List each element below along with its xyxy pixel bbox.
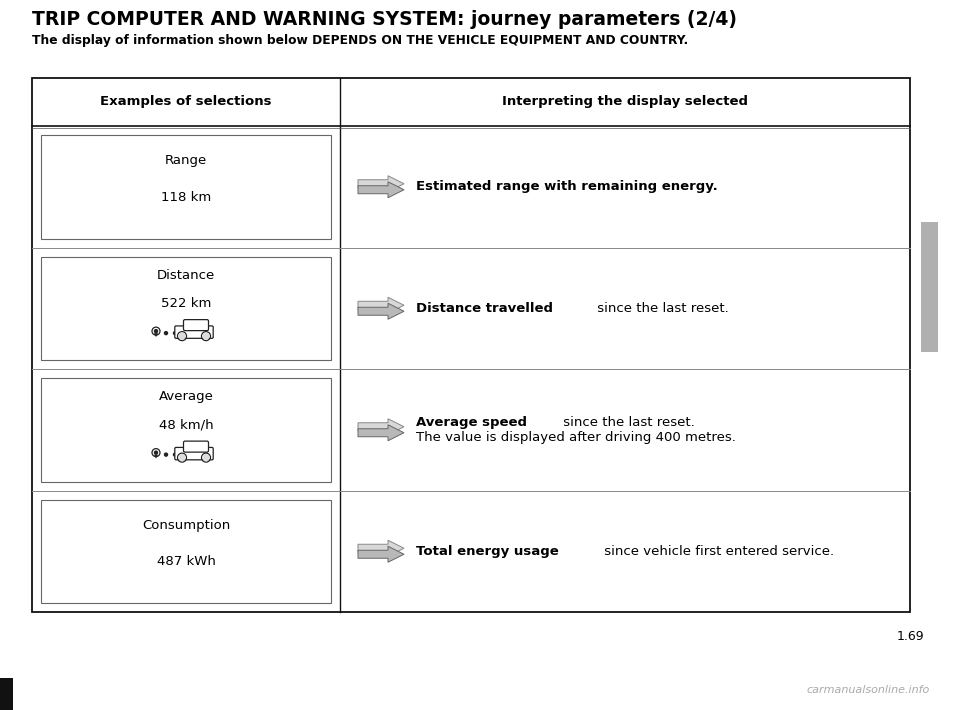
Circle shape [155, 451, 157, 454]
Text: Interpreting the display selected: Interpreting the display selected [502, 96, 748, 109]
Bar [0, 678, 13, 710]
Circle shape [191, 332, 195, 334]
Text: Average: Average [158, 390, 213, 403]
Circle shape [174, 453, 177, 456]
Circle shape [182, 332, 185, 334]
Text: Distance travelled: Distance travelled [416, 302, 553, 315]
FancyBboxPatch shape [183, 441, 208, 452]
Circle shape [152, 327, 160, 335]
Text: 1.69: 1.69 [897, 630, 924, 643]
Text: Consumption: Consumption [142, 519, 230, 532]
FancyArrow shape [358, 176, 404, 192]
Text: 522 km: 522 km [161, 297, 211, 310]
Bar [41, 500, 331, 603]
Text: Estimated range with remaining energy.: Estimated range with remaining energy. [416, 180, 718, 193]
Text: since vehicle first entered service.: since vehicle first entered service. [600, 545, 834, 558]
Text: 487 kWh: 487 kWh [156, 555, 215, 568]
Text: Average speed: Average speed [416, 415, 527, 429]
FancyArrow shape [358, 425, 404, 441]
Circle shape [191, 453, 195, 456]
Circle shape [164, 332, 167, 334]
Text: since the last reset.: since the last reset. [560, 415, 695, 429]
FancyBboxPatch shape [175, 447, 213, 460]
Bar [41, 135, 331, 239]
Text: Examples of selections: Examples of selections [100, 96, 272, 109]
Text: 48 km/h: 48 km/h [158, 418, 213, 431]
Text: Range: Range [165, 154, 207, 168]
Text: Distance: Distance [156, 268, 215, 282]
Circle shape [174, 332, 177, 334]
Text: The value is displayed after driving 400 metres.: The value is displayed after driving 400… [416, 431, 736, 444]
Circle shape [152, 449, 160, 457]
Circle shape [164, 453, 167, 456]
Text: The display of information shown below DEPENDS ON THE VEHICLE EQUIPMENT AND COUN: The display of information shown below D… [32, 34, 688, 47]
Text: TRIP COMPUTER AND WARNING SYSTEM: journey parameters (2/4): TRIP COMPUTER AND WARNING SYSTEM: journe… [32, 10, 737, 29]
Bar [41, 378, 331, 481]
Bar [921, 222, 938, 352]
Circle shape [203, 454, 209, 461]
Text: carmanualsonline.info: carmanualsonline.info [806, 685, 930, 695]
Circle shape [155, 329, 157, 332]
FancyArrow shape [358, 182, 404, 198]
Circle shape [203, 333, 209, 339]
Bar [32, 78, 910, 612]
FancyArrow shape [358, 419, 404, 435]
FancyBboxPatch shape [175, 326, 213, 339]
Polygon shape [154, 454, 158, 459]
Polygon shape [154, 333, 158, 337]
FancyArrow shape [358, 303, 404, 320]
Text: since the last reset.: since the last reset. [592, 302, 729, 315]
FancyArrow shape [358, 540, 404, 556]
Circle shape [179, 454, 185, 461]
FancyArrow shape [358, 546, 404, 562]
FancyArrow shape [358, 297, 404, 313]
Text: Total energy usage: Total energy usage [416, 545, 559, 558]
Text: 118 km: 118 km [161, 190, 211, 204]
Circle shape [179, 333, 185, 339]
Bar [41, 256, 331, 360]
FancyBboxPatch shape [183, 320, 208, 331]
Circle shape [182, 453, 185, 456]
